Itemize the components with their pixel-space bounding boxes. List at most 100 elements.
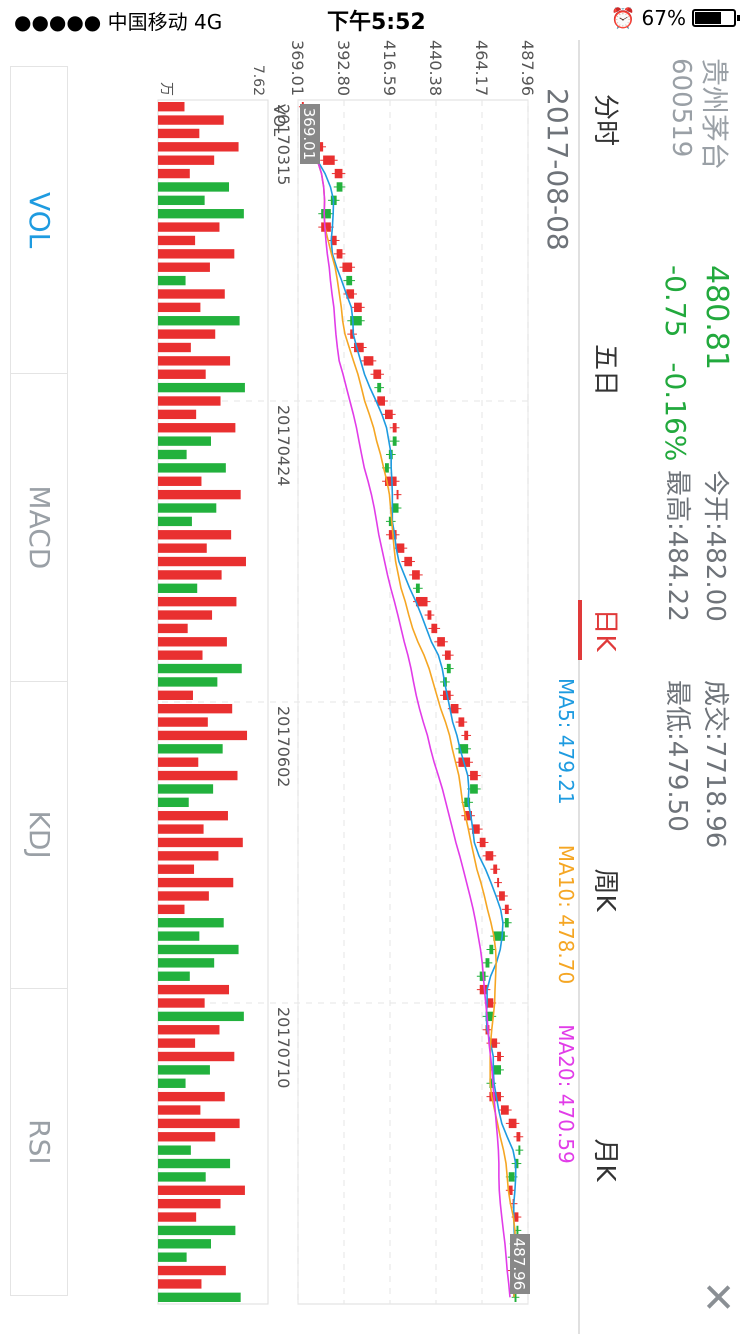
volume-bar <box>157 784 214 794</box>
volume-bar <box>158 235 196 246</box>
volume-bar <box>158 730 248 741</box>
ma10-line <box>302 106 517 1298</box>
tab-intraday[interactable]: 分时 <box>590 93 620 146</box>
volume-bar <box>157 209 244 219</box>
candle <box>384 463 389 473</box>
volume-bar <box>158 1172 206 1182</box>
volume-bar <box>157 128 200 139</box>
status-bar: ●●●●● 中国移动 4G 下午5:52 ⏰ 67% <box>0 0 750 40</box>
battery-indicator: ⏰ 67% <box>610 6 740 30</box>
candle <box>444 650 451 660</box>
volume-bar <box>157 1158 231 1169</box>
volume-max-label: 7.62 <box>250 65 266 96</box>
alarm-icon: ⏰ <box>610 6 636 30</box>
volume-bar <box>158 262 210 272</box>
candlestick-chart[interactable]: 487.96 464.17 440.38 416.59 392.80 369.01 2017… <box>78 40 578 1334</box>
volume-bar <box>158 1091 225 1102</box>
candle <box>501 1105 509 1115</box>
indicator-kdj[interactable]: KDJ <box>11 681 67 989</box>
candle <box>377 382 382 393</box>
candle <box>504 918 509 928</box>
candle <box>392 423 397 433</box>
volume-bar <box>157 1011 244 1022</box>
change-percent: -0.16% <box>659 362 692 462</box>
volume-bar <box>158 222 220 232</box>
volume-bar <box>158 918 224 928</box>
battery-icon <box>692 9 740 27</box>
volume-bar <box>157 302 201 313</box>
price-tick-label: 464.17 <box>472 40 491 96</box>
candle <box>485 851 494 861</box>
candle <box>504 904 509 915</box>
tab-monthly-k[interactable]: 月K <box>590 1138 620 1182</box>
chart-area: 2017-08-08 MA5: 479.21 MA10: 478.70 MA20… <box>0 40 578 1334</box>
volume-value: 成交:7718.96 <box>700 680 730 849</box>
volume-bar <box>157 1279 202 1289</box>
indicator-macd[interactable]: MACD <box>11 374 67 682</box>
volume-bar <box>158 102 185 112</box>
volume-bar <box>158 369 206 379</box>
volume-bar <box>157 958 215 968</box>
volume-bar <box>157 489 241 500</box>
max-price-label: 487.96 <box>510 1238 528 1291</box>
date-tick-label: 20170315 <box>274 104 293 185</box>
min-price-label: 369.01 <box>300 108 318 161</box>
candle <box>323 155 335 165</box>
volume-frame <box>157 99 269 1305</box>
volume-bar <box>157 1118 240 1129</box>
volume-bar <box>158 436 211 446</box>
volume-bar <box>158 1185 245 1195</box>
indicator-rsi[interactable]: RSI <box>23 1119 56 1165</box>
candle <box>415 596 428 607</box>
candle <box>427 610 432 620</box>
quote-header: 贵州茅台 600519 480.81 -0.75 -0.16% 今开:482.0… <box>578 40 750 1334</box>
volume-bar <box>158 690 193 700</box>
volume-bar <box>158 891 209 901</box>
tab-weekly-k[interactable]: 周K <box>590 868 620 912</box>
tab-five-day[interactable]: 五日 <box>590 343 620 396</box>
volume-bar <box>158 195 205 206</box>
volume-bar <box>157 476 202 486</box>
candle <box>377 396 385 406</box>
candle <box>470 784 478 794</box>
stock-code: 600519 <box>666 58 696 158</box>
volume-bar <box>157 637 227 647</box>
candle <box>489 944 494 955</box>
volume-bar <box>158 864 195 874</box>
volume-bar <box>157 449 187 460</box>
volume-bar <box>157 1105 201 1115</box>
volume-bar <box>157 824 204 834</box>
volume-bar <box>157 503 217 513</box>
open-price: 今开:482.00 <box>700 470 730 622</box>
volume-bar <box>158 543 207 553</box>
price-tick-label: 369.01 <box>288 40 307 96</box>
volume-bar <box>158 1051 235 1062</box>
close-icon[interactable]: ✕ <box>694 1280 740 1314</box>
candle <box>330 235 337 246</box>
price-change: -0.75 -0.16% <box>659 265 692 477</box>
date-tick-label: 20170710 <box>274 1007 293 1088</box>
candle <box>334 168 343 179</box>
candle <box>508 1185 513 1195</box>
candle <box>431 623 438 634</box>
candle <box>458 717 465 727</box>
volume-bar <box>158 1025 220 1035</box>
low-price: 最低:479.50 <box>662 680 692 832</box>
volume-bar <box>157 931 200 941</box>
volume-bar <box>158 142 239 152</box>
candle <box>321 209 331 219</box>
volume-bar <box>157 971 190 981</box>
indicator-vol[interactable]: VOL <box>11 67 67 375</box>
min-price-badge <box>300 104 320 164</box>
candle <box>497 877 500 888</box>
volume-bar <box>157 275 186 286</box>
candle <box>470 770 478 781</box>
volume-bar <box>158 583 198 593</box>
volume-bar <box>158 289 225 299</box>
volume-bar <box>157 663 242 674</box>
tab-daily-k[interactable]: 日K <box>580 570 630 690</box>
volume-bar <box>157 610 213 620</box>
volume-bar <box>157 811 228 821</box>
current-price: 480.81 <box>699 265 734 370</box>
candle <box>336 182 343 192</box>
